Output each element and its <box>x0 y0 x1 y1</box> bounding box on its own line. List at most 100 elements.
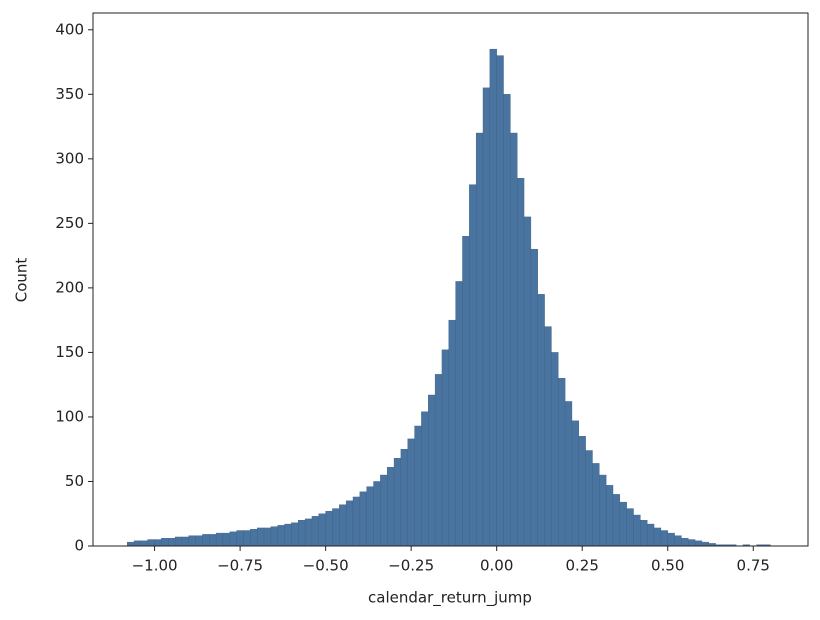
bar <box>380 474 388 547</box>
bar <box>147 539 155 547</box>
bar <box>202 534 210 547</box>
x-tick-label: 0.25 <box>566 557 599 575</box>
bar <box>633 514 641 547</box>
bar <box>222 532 231 547</box>
bar <box>161 538 169 547</box>
plot-frame <box>92 12 809 547</box>
bar <box>489 48 497 547</box>
bar <box>209 534 217 547</box>
bar <box>551 352 559 547</box>
bar <box>174 536 183 547</box>
bar <box>475 132 484 547</box>
x-axis-label: calendar_return_jump <box>368 589 532 608</box>
y-tick-label: 350 <box>55 85 84 103</box>
bar <box>605 485 614 547</box>
y-tick-label: 150 <box>55 343 84 361</box>
bar <box>400 449 408 547</box>
bar <box>578 436 586 547</box>
y-tick-label: 250 <box>55 214 84 232</box>
bar <box>414 425 422 547</box>
bar <box>681 538 689 547</box>
x-tick-label: 0.00 <box>480 557 513 575</box>
bar <box>325 510 333 547</box>
x-tick-label: −0.25 <box>388 557 434 575</box>
bar <box>277 525 285 547</box>
bar <box>537 294 545 547</box>
bar <box>345 500 354 547</box>
bar <box>496 55 504 547</box>
x-tick-label: −0.50 <box>303 557 349 575</box>
bar <box>701 541 709 547</box>
bar <box>421 411 429 547</box>
bar <box>653 527 662 547</box>
bar <box>359 491 367 547</box>
x-tick-label: −1.00 <box>132 557 178 575</box>
bar <box>694 540 703 547</box>
bar <box>647 523 655 547</box>
bar <box>640 519 648 547</box>
bar <box>612 494 621 547</box>
bar <box>154 539 162 547</box>
y-tick-label: 400 <box>55 20 84 38</box>
bar <box>674 535 682 547</box>
bar <box>140 540 148 547</box>
bar <box>250 529 258 547</box>
bar <box>304 518 313 547</box>
bar <box>407 438 415 547</box>
bar <box>236 530 244 547</box>
bar <box>462 236 470 547</box>
bar <box>592 463 600 547</box>
x-tick-label: 0.50 <box>651 557 684 575</box>
bar <box>558 378 566 547</box>
bar <box>523 216 532 547</box>
bar <box>441 349 449 547</box>
bar <box>291 522 299 547</box>
y-tick-label: 50 <box>65 472 84 490</box>
y-tick-label: 100 <box>55 407 84 425</box>
bar <box>517 177 525 547</box>
bar <box>339 504 347 547</box>
bar <box>298 519 306 547</box>
bar <box>564 401 573 547</box>
bar <box>571 420 579 547</box>
bar <box>318 513 326 547</box>
bar <box>195 535 203 547</box>
bar <box>530 248 538 547</box>
bar <box>503 94 511 547</box>
bar <box>626 508 634 547</box>
bar <box>544 326 552 547</box>
bar <box>127 541 135 547</box>
bar <box>229 531 237 547</box>
bar <box>393 458 402 547</box>
bar <box>448 319 456 547</box>
bar <box>284 523 292 547</box>
bar <box>510 132 518 547</box>
bar <box>599 474 607 547</box>
bar <box>181 536 189 547</box>
bar <box>373 481 381 547</box>
bar <box>667 532 675 547</box>
x-tick-label: −0.75 <box>217 557 263 575</box>
bar <box>352 496 361 547</box>
bar <box>332 508 340 547</box>
bar <box>188 535 196 547</box>
x-tick-label: 0.75 <box>737 557 770 575</box>
bar <box>455 281 463 547</box>
bar <box>133 540 142 547</box>
bar <box>434 374 443 547</box>
y-tick-label: 0 <box>74 537 84 555</box>
bar <box>660 530 668 547</box>
bar <box>482 87 491 547</box>
bar <box>428 394 436 547</box>
bar <box>688 539 696 547</box>
bar <box>215 532 224 547</box>
bar <box>263 527 272 547</box>
bar <box>387 467 395 547</box>
bar <box>168 538 176 547</box>
bar <box>366 486 374 547</box>
bar <box>270 526 278 547</box>
bar <box>257 527 265 547</box>
y-axis-label: Count <box>13 258 31 303</box>
y-tick-label: 200 <box>55 278 84 296</box>
